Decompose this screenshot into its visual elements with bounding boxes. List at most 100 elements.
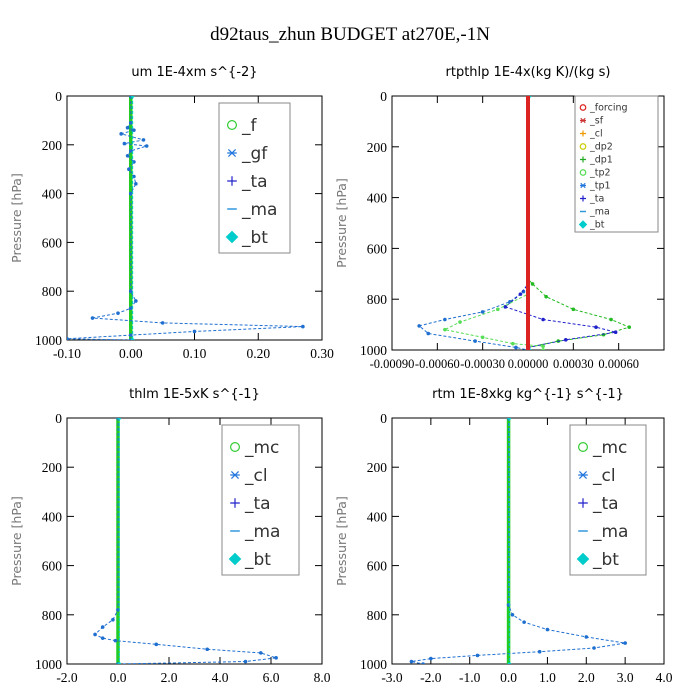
legend-marker-bt: [576, 552, 590, 566]
data-point: [100, 625, 105, 629]
data-point: [541, 317, 545, 322]
legend: _forcing _sf _cl _dp2 _dp1 _tp2 _tp1 _ta _ma _bt: [574, 95, 659, 233]
data-point: [274, 656, 278, 660]
legend-label: _dp1: [589, 155, 613, 166]
data-point: [192, 329, 197, 334]
legend-label: _forcing: [589, 103, 628, 114]
legend-marker-dp2: [579, 143, 587, 150]
legend-marker-ta: [580, 195, 586, 202]
legend-marker-gf: [227, 148, 237, 158]
chart-panel-3: thlm 1E-5xK s^{-1} Pressure [hPa] -2.0 0.0 2…: [9, 387, 331, 685]
x-tick-label: 2.0: [578, 670, 595, 685]
y-tick-label: 1000: [360, 343, 387, 358]
data-point: [301, 324, 305, 329]
data-point: [116, 311, 120, 315]
data-point: [130, 338, 135, 340]
data-point: [421, 662, 425, 664]
x-tick-label: 0.00: [119, 346, 143, 361]
legend-marker-bt: [578, 220, 588, 229]
legend-marker-forcing: [579, 104, 587, 111]
y-axis-label: Pressure [hPa]: [334, 496, 349, 586]
data-point: [613, 330, 618, 335]
y-tick-label: 600: [42, 235, 63, 250]
data-point: [117, 662, 122, 664]
y-tick-label: 800: [42, 608, 63, 623]
data-point: [458, 320, 462, 324]
legend-marker-cl: [230, 470, 240, 480]
y-axis-label: Pressure [hPa]: [334, 178, 349, 268]
y-tick-label: 0: [380, 89, 387, 104]
data-point: [154, 642, 159, 647]
x-tick-label: -0.00030: [460, 357, 505, 371]
data-point: [67, 336, 69, 340]
legend-marker-bt: [225, 230, 239, 244]
y-tick-label: 600: [367, 241, 388, 256]
legend-label: _bt: [241, 228, 268, 248]
legend-label: _cl: [592, 466, 616, 486]
legend-label: _ma: [244, 522, 280, 542]
panel-title: rtpthlp 1E-4x(kg K)/(kg s): [446, 65, 611, 80]
data-point: [160, 321, 165, 325]
chart-panel-4: rtm 1E-8xkg kg^{-1} s^{-1} Pressure [hPa]…: [334, 387, 673, 685]
legend-label: _dp2: [589, 142, 613, 153]
data-point: [511, 341, 515, 346]
data-point: [530, 282, 535, 286]
x-tick-label: 0.30: [310, 346, 334, 361]
legend-label: _bt: [592, 550, 619, 570]
x-tick-label: 0.00030: [553, 357, 594, 371]
series-group: [67, 96, 305, 340]
data-point: [128, 121, 133, 125]
series-line-tp1: [418, 96, 529, 350]
x-tick-label: 0.00000: [508, 357, 549, 371]
data-point: [119, 132, 123, 136]
data-point: [125, 153, 130, 158]
legend-label: _ta: [589, 194, 604, 205]
legend-marker-cl: [580, 130, 586, 137]
legend-marker-tp1: [580, 182, 586, 189]
legend-label: _mc: [244, 438, 279, 458]
y-tick-label: 200: [367, 140, 388, 155]
data-point: [563, 338, 568, 342]
data-point: [473, 339, 477, 343]
legend-marker-f: [227, 119, 238, 130]
legend-label: _tp2: [589, 168, 611, 179]
data-point: [507, 662, 512, 664]
x-tick-label: 0.00060: [598, 357, 639, 371]
y-tick-label: 400: [42, 187, 63, 202]
data-point: [128, 149, 133, 153]
x-tick-label: 6.0: [263, 670, 280, 685]
data-point: [518, 292, 523, 296]
data-point: [125, 125, 130, 130]
series-group: [417, 96, 632, 350]
panel-title: rtm 1E-8xkg kg^{-1} s^{-1}: [432, 387, 624, 402]
y-axis-label: Pressure [hPa]: [9, 173, 24, 263]
data-point: [594, 325, 598, 329]
data-point: [480, 335, 485, 340]
data-point: [259, 651, 263, 655]
data-point: [144, 144, 149, 148]
legend-label: _bt: [589, 220, 605, 231]
x-tick-label: 4.0: [212, 670, 229, 685]
data-point: [141, 138, 146, 142]
y-tick-label: 1000: [360, 657, 387, 672]
data-point: [243, 659, 248, 664]
legend-label: _cl: [589, 129, 603, 140]
data-point: [544, 294, 548, 299]
legend: _mc _cl _ta _ma _bt: [221, 424, 300, 576]
series-group: [409, 418, 627, 664]
legend-box: [574, 95, 659, 233]
legend: _mc _cl _ta _ma _bt: [569, 424, 647, 576]
y-tick-label: 400: [367, 509, 388, 524]
y-tick-label: 0: [380, 411, 387, 426]
x-tick-label: -0.10: [53, 346, 81, 361]
data-point: [495, 307, 500, 312]
data-point: [541, 348, 545, 350]
chart-panel-2: rtpthlp 1E-4x(kg K)/(kg s) Pressure [hPa]…: [334, 65, 665, 371]
data-point: [510, 613, 515, 617]
y-axis-label: Pressure [hPa]: [9, 496, 24, 586]
legend-label: _cl: [244, 466, 268, 486]
legend-label: _ma: [592, 522, 628, 542]
panel-title: um 1E-4xm s^{-2}: [131, 65, 257, 80]
data-point: [522, 620, 526, 624]
